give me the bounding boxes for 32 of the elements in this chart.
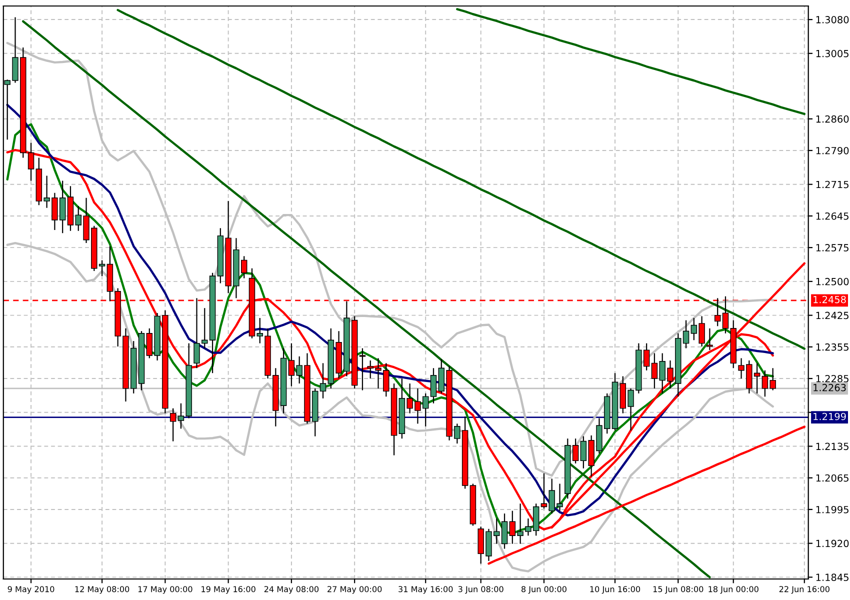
x-tick-label: 18 Jun 00:00 xyxy=(708,586,758,594)
y-tick-label: 1.1845 xyxy=(816,574,848,582)
y-tick-label: 1.2715 xyxy=(816,180,848,188)
y-tick-label: 1.3005 xyxy=(816,50,848,58)
y-tick-label: 1.2860 xyxy=(816,115,849,123)
x-tick-label: 8 Jun 00:00 xyxy=(522,586,566,594)
ref-line-label: 1.2263 xyxy=(814,384,846,392)
y-tick-label: 1.1995 xyxy=(816,506,848,514)
x-tick-label: 9 May 2010 xyxy=(8,586,54,594)
x-tick-label: 19 May 16:00 xyxy=(202,586,256,594)
y-tick-label: 1.3080 xyxy=(816,16,849,24)
y-tick-label: 1.2575 xyxy=(816,244,848,252)
y-tick-label: 1.2065 xyxy=(816,474,848,482)
x-tick-label: 15 Jun 08:00 xyxy=(653,586,704,594)
ref-line-label: 1.2458 xyxy=(814,296,846,304)
y-tick-label: 1.2425 xyxy=(816,312,848,320)
y-tick-label: 1.2645 xyxy=(816,212,848,220)
x-tick-label: 10 Jun 16:00 xyxy=(590,586,640,594)
x-tick-label: 27 May 00:00 xyxy=(328,586,382,594)
x-tick-label: 12 May 08:00 xyxy=(75,586,130,594)
y-tick-label: 1.1920 xyxy=(816,540,849,548)
y-tick-label: 1.2500 xyxy=(816,278,849,286)
y-tick-label: 1.2355 xyxy=(816,343,848,351)
x-tick-label: 22 Jun 16:00 xyxy=(779,586,830,594)
y-tick-label: 1.2285 xyxy=(816,374,848,382)
x-tick-label: 31 May 16:00 xyxy=(398,586,453,594)
y-tick-label: 1.2790 xyxy=(816,146,849,154)
x-tick-label: 17 May 00:00 xyxy=(138,586,192,594)
x-tick-label: 24 May 08:00 xyxy=(264,586,319,594)
y-tick-label: 1.2135 xyxy=(816,442,848,450)
x-tick-label: 3 Jun 08:00 xyxy=(458,586,504,594)
ref-line-label: 1.2199 xyxy=(814,412,846,420)
